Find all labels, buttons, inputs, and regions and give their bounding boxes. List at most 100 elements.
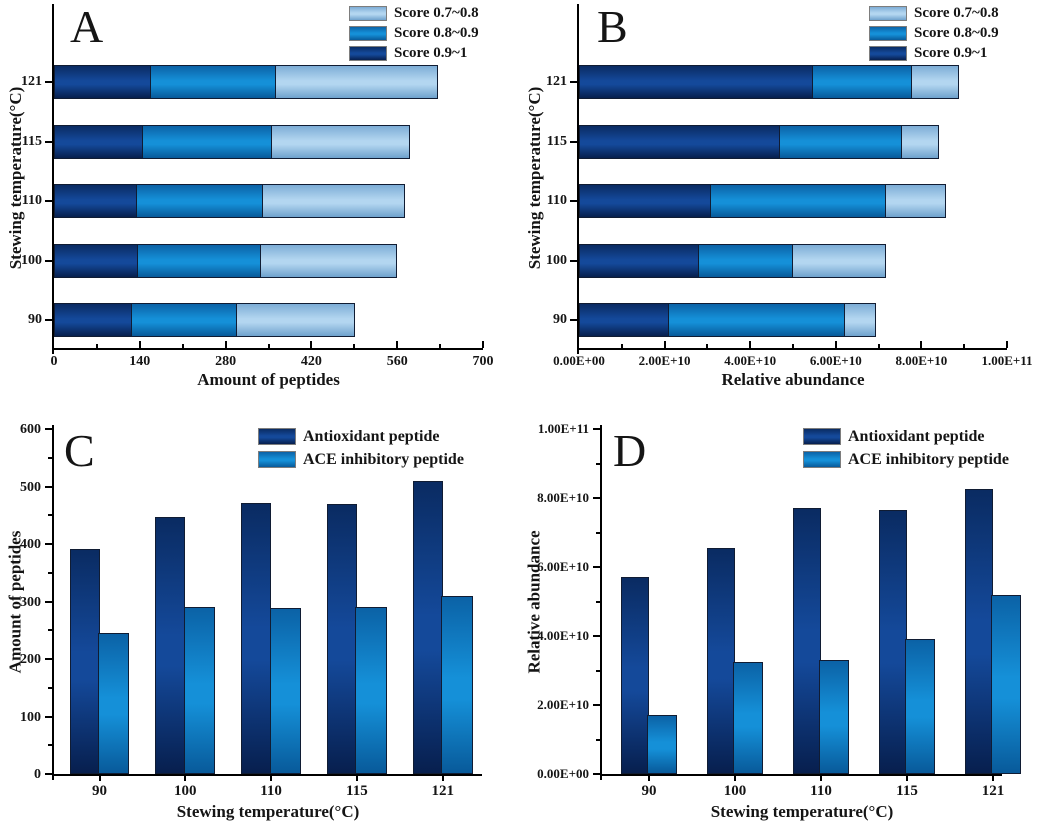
- bar-segment-light: [900, 124, 940, 159]
- legend-label: Antioxidant peptide: [303, 427, 440, 445]
- bar-medium: [819, 660, 849, 774]
- bar-medium: [269, 608, 302, 774]
- panel-letter: C: [64, 425, 95, 476]
- legend-label: ACE inhibitory peptide: [848, 450, 1009, 468]
- x-tick: [138, 341, 141, 348]
- y-minor-tick: [48, 686, 52, 689]
- x-tick-label: 8.00E+10: [895, 353, 948, 368]
- y-tick: [45, 485, 52, 488]
- bar-segment-light: [260, 243, 397, 278]
- bar-segment-light: [884, 184, 946, 218]
- legend-swatch-light: [349, 5, 387, 21]
- y-tick-label: 100: [20, 709, 41, 725]
- y-tick-label: 121: [546, 74, 567, 89]
- legend-swatch-light: [869, 5, 907, 21]
- x-minor-tick: [620, 344, 623, 348]
- y-tick: [570, 319, 577, 321]
- x-tick: [184, 776, 187, 781]
- x-tick-label: 115: [896, 783, 918, 799]
- legend-item: Score 0.9~1: [349, 43, 479, 63]
- bar-dark: [326, 503, 357, 774]
- x-tick-label: 280: [215, 354, 237, 369]
- y-minor-tick: [596, 669, 600, 672]
- y-tick-label: 1.00E+11: [537, 421, 589, 436]
- x-tick: [992, 776, 994, 781]
- y-minor-tick: [48, 571, 52, 574]
- bar-segment-medium: [778, 124, 903, 159]
- legend-swatch-dark: [869, 45, 907, 61]
- y-axis-title: Relative abundance: [524, 529, 543, 674]
- bar-dark: [69, 548, 100, 774]
- y-tick: [593, 497, 600, 499]
- legend-swatch-dark: [258, 428, 296, 445]
- x-tick: [310, 341, 313, 348]
- y-tick: [593, 704, 600, 706]
- x-minor-tick: [439, 344, 442, 348]
- bar-segment-dark: [579, 243, 700, 278]
- y-tick-label: 121: [21, 74, 42, 89]
- y-axis-title: Stewing temperature(°C): [6, 86, 25, 270]
- y-axis: [600, 425, 602, 780]
- y-tick-label: 2.00E+10: [537, 697, 589, 712]
- bar-segment-dark: [54, 303, 134, 337]
- legend-swatch-medium: [258, 451, 296, 468]
- x-tick-label: 115: [346, 783, 368, 799]
- bar-medium: [441, 596, 473, 774]
- bar-segment-medium: [136, 243, 262, 278]
- y-minor-tick: [48, 629, 52, 632]
- y-tick: [45, 259, 52, 262]
- x-tick: [734, 776, 736, 781]
- bar-segment-dark: [54, 124, 145, 159]
- x-tick: [355, 776, 358, 781]
- y-minor-tick: [596, 462, 600, 465]
- x-tick-label: 6.00E+10: [809, 353, 862, 368]
- bar-dark: [707, 548, 735, 774]
- bar-medium: [97, 633, 130, 774]
- legend-item: Score 0.7~0.8: [349, 3, 479, 23]
- x-tick-label: 1.00E+11: [981, 353, 1033, 368]
- x-minor-tick: [963, 344, 966, 348]
- x-axis: [52, 348, 483, 350]
- y-tick: [570, 81, 577, 83]
- bar-dark: [621, 577, 649, 774]
- y-tick-label: 6.00E+10: [537, 559, 589, 574]
- x-tick-label: 0.00E+00: [553, 353, 605, 368]
- y-axis: [577, 4, 579, 354]
- x-tick: [749, 341, 752, 348]
- x-tick-label: 2.00E+10: [638, 353, 691, 368]
- y-tick-label: 600: [20, 422, 41, 437]
- x-tick: [482, 341, 484, 348]
- y-tick: [45, 600, 52, 603]
- legend: Antioxidant peptide ACE inhibitory peptid…: [258, 425, 464, 471]
- y-tick: [45, 200, 52, 202]
- y-tick: [570, 259, 577, 262]
- legend-swatch-medium: [803, 451, 841, 468]
- y-tick: [593, 635, 600, 637]
- panel-b: 0.00E+00 2.00E+10 4.00E+10 6.00E+10 8.00E+10…: [519, 0, 1038, 416]
- y-tick-label: 100: [546, 252, 567, 268]
- x-tick-label: 110: [260, 783, 282, 799]
- bar-segment-medium: [668, 303, 846, 337]
- y-minor-tick: [48, 456, 52, 459]
- x-axis-title: Amount of peptides: [197, 370, 340, 389]
- legend-item: Score 0.9~1: [869, 43, 999, 63]
- x-minor-tick: [792, 344, 794, 348]
- y-tick: [593, 773, 600, 775]
- x-tick-label: 110: [810, 783, 832, 799]
- legend-item: Antioxidant peptide: [803, 425, 1009, 448]
- y-tick: [45, 715, 52, 718]
- bar-segment-dark: [54, 243, 139, 278]
- bar-medium: [355, 606, 387, 774]
- x-tick-label: 121: [431, 783, 454, 799]
- y-tick-label: 8.00E+10: [537, 490, 589, 505]
- panel-letter: B: [597, 1, 628, 52]
- x-tick: [648, 776, 650, 781]
- panel-a: 0 140 280 420 560 700 121 115 110 100 90 Amount of …: [0, 0, 519, 416]
- bar-medium: [905, 639, 935, 774]
- y-tick: [593, 428, 600, 430]
- y-tick-label: 110: [21, 193, 42, 208]
- y-tick: [45, 428, 52, 430]
- bar-segment-light: [270, 124, 411, 159]
- y-tick: [45, 773, 52, 775]
